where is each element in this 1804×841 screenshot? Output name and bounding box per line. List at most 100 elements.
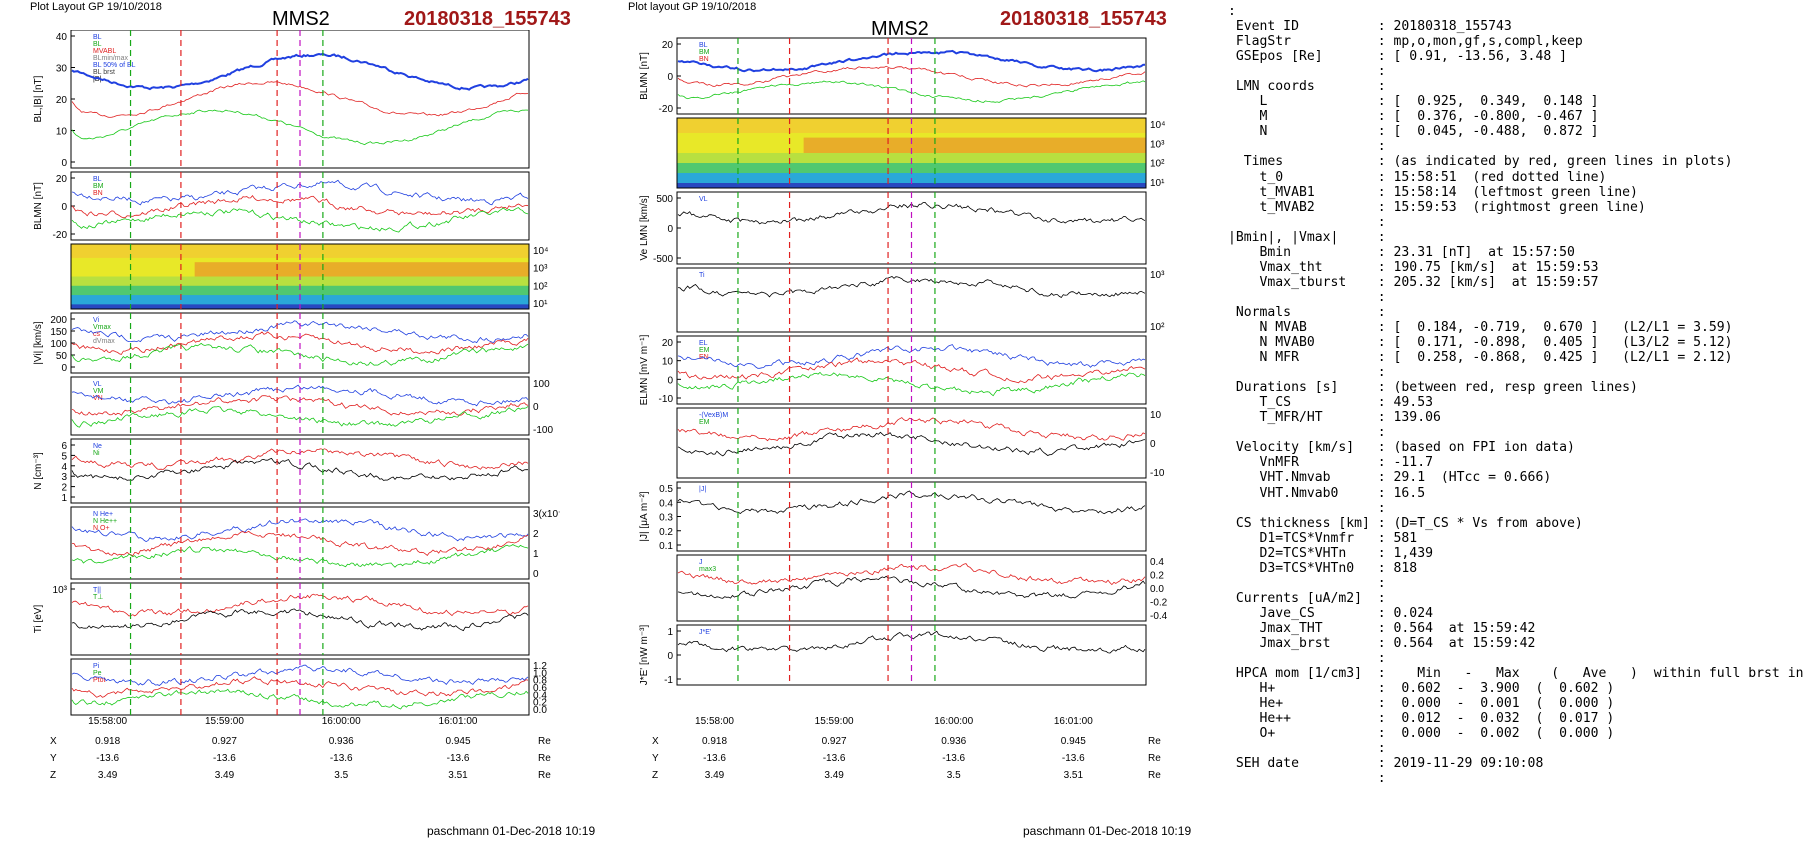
mid-right-tick-label: 10² bbox=[1150, 322, 1165, 333]
left-legend-entry: BN bbox=[93, 190, 103, 197]
info-line: N MVAB : [ 0.184, -0.719, 0.670 ] (L2/L1… bbox=[1228, 319, 1733, 335]
mid-spectrogram-band bbox=[677, 153, 1146, 159]
mid-panel: 0.5 0.4 0.3 0.2 0.1 |J| [μA m⁻²] |J| bbox=[639, 481, 1147, 552]
mid-pos-value: -13.6 bbox=[703, 753, 726, 764]
left-panel: 10³ Ti [eV] T||T⊥ bbox=[33, 582, 530, 656]
left-pos-value: -13.6 bbox=[213, 753, 236, 764]
mid-time-tick: 16:01:00 bbox=[1054, 716, 1093, 727]
info-line: Jmax_brst : 0.564 at 15:59:42 bbox=[1228, 635, 1536, 651]
mid-y-axis-label: ELMN [mV m⁻¹] bbox=[639, 334, 650, 405]
left-legend-entry: BLmin/max bbox=[93, 55, 129, 62]
info-line: O+ : 0.000 - 0.002 ( 0.000 ) bbox=[1228, 726, 1615, 742]
left-legend-entry: cs bbox=[93, 331, 101, 338]
mid-time-tick: 15:58:00 bbox=[695, 716, 734, 727]
mid-y-axis-label: Ve LMN [km/s] bbox=[639, 195, 650, 260]
mid-tick-label: 0.3 bbox=[659, 513, 673, 524]
left-series-line bbox=[71, 457, 529, 481]
left-pos-unit: Re bbox=[538, 753, 551, 764]
mid-legend-entry: Ti bbox=[699, 272, 705, 279]
mid-pos-value: -13.6 bbox=[823, 753, 846, 764]
left-pos-value: -13.6 bbox=[96, 753, 119, 764]
mid-legend-entry: BM bbox=[699, 49, 710, 56]
mid-pos-value: 0.945 bbox=[1061, 736, 1086, 747]
info-line: VnMFR : -11.7 bbox=[1228, 455, 1433, 471]
mid-tick-label: 0.1 bbox=[659, 541, 673, 552]
info-line: T_MFR/HT : 139.06 bbox=[1228, 410, 1441, 426]
left-series-line bbox=[71, 688, 529, 710]
left-legend-entry: |B| bbox=[93, 76, 101, 83]
left-tick-label: 50 bbox=[56, 351, 68, 362]
mid-pos-value: 0.927 bbox=[822, 736, 847, 747]
left-right-tick-label: 1.2 bbox=[533, 661, 547, 672]
mid-pos-label: Y bbox=[652, 753, 659, 764]
mid-y-axis-label: BLMN [nT] bbox=[639, 52, 650, 100]
info-line: : bbox=[1228, 425, 1386, 441]
left-pos-value: 3.49 bbox=[98, 770, 118, 781]
mid-tick-label: -500 bbox=[653, 254, 673, 265]
left-legend-entry: Pe bbox=[93, 670, 102, 677]
info-line: Vmax_tht : 190.75 [km/s] at 15:59:53 bbox=[1228, 259, 1599, 275]
info-line: GSEpos [Re] : [ 0.91, -13.56, 3.48 ] bbox=[1228, 49, 1567, 65]
mid-spectrogram-band bbox=[677, 133, 1146, 139]
left-tick-label: 2 bbox=[61, 483, 67, 494]
mid-legend-entry: BL bbox=[699, 42, 708, 49]
mid-spectrogram-band bbox=[677, 123, 1146, 129]
left-pos-value: 3.5 bbox=[334, 770, 348, 781]
info-line: t_0 : 15:58:51 (red dotted line) bbox=[1228, 169, 1607, 185]
mid-tick-label: -20 bbox=[659, 104, 674, 115]
mid-pos-unit: Re bbox=[1148, 770, 1161, 781]
mid-pos-value: 3.49 bbox=[824, 770, 844, 781]
mid-right-tick-label: 0.4 bbox=[1150, 557, 1164, 568]
left-legend-entry: BL bbox=[93, 41, 102, 48]
left-legend-entry: T⊥ bbox=[93, 594, 103, 601]
left-right-tick-label: 10⁴ bbox=[533, 246, 548, 257]
left-spectrogram-band bbox=[71, 257, 529, 264]
left-legend-entry: VL bbox=[93, 381, 102, 388]
left-spectrogram-band bbox=[71, 281, 529, 287]
mid-time-tick: 15:59:00 bbox=[815, 716, 854, 727]
left-right-tick-label: 0.4 bbox=[533, 690, 547, 701]
left-right-tick-label: 10³ bbox=[533, 264, 548, 275]
info-line: D1=TCS*Vnmfr : 581 bbox=[1228, 530, 1418, 546]
left-legend-entry: VM bbox=[93, 388, 104, 395]
mid-legend-entry: J bbox=[699, 559, 703, 566]
left-tick-label: 0 bbox=[61, 202, 67, 213]
mid-tick-label: 0 bbox=[667, 224, 673, 235]
mid-right-tick-label: 10¹ bbox=[1150, 178, 1165, 189]
mid-right-tick-label: 10 bbox=[1150, 410, 1162, 421]
left-tick-label: 0 bbox=[61, 158, 67, 169]
left-tick-label: 150 bbox=[50, 327, 67, 338]
mid-right-tick-label: 0 bbox=[1150, 439, 1156, 450]
left-time-tick: 15:58:00 bbox=[88, 716, 127, 727]
left-pos-label: Z bbox=[50, 770, 56, 781]
left-pos-label: Y bbox=[50, 753, 57, 764]
mid-y-axis-label: J*E' [nW m⁻³] bbox=[639, 625, 650, 686]
mid-tick-label: 20 bbox=[662, 40, 674, 51]
left-y-axis-label: N [cm⁻³] bbox=[33, 452, 44, 490]
mid-series-line bbox=[677, 575, 1146, 599]
left-legend-entry: dVmax bbox=[93, 338, 115, 345]
mid-panel: 100-10EM [mW m⁻²]-(VexB)MEM bbox=[676, 407, 1165, 479]
mid-tick-label: 0 bbox=[667, 651, 673, 662]
info-line: : bbox=[1228, 4, 1236, 19]
mid-legend-entry: VL bbox=[699, 196, 708, 203]
info-line: He++ : 0.012 - 0.032 ( 0.017 ) bbox=[1228, 711, 1615, 727]
left-right-tick-label: 3(x10⁻²) bbox=[533, 509, 560, 520]
left-panel: 3(x10⁻²)210Ni [cm⁻³]N He+N He++N O+ bbox=[70, 506, 560, 580]
left-event-id: 20180318_155743 bbox=[404, 8, 571, 30]
left-legend-entry: Vi bbox=[93, 317, 100, 324]
mid-tick-label: 0 bbox=[667, 375, 673, 386]
mid-right-tick-label: 0.2 bbox=[1150, 571, 1164, 582]
left-time-tick: 15:59:00 bbox=[205, 716, 244, 727]
mid-tick-label: 0.2 bbox=[659, 527, 673, 538]
left-legend-entry: N O+ bbox=[93, 525, 110, 532]
left-tick-label: 5 bbox=[61, 451, 67, 462]
left-legend-entry: BL brst bbox=[93, 69, 115, 76]
left-panel: 10⁴10³10²10¹Energy (eV) bbox=[70, 243, 548, 310]
left-time-tick: 16:01:00 bbox=[439, 716, 478, 727]
